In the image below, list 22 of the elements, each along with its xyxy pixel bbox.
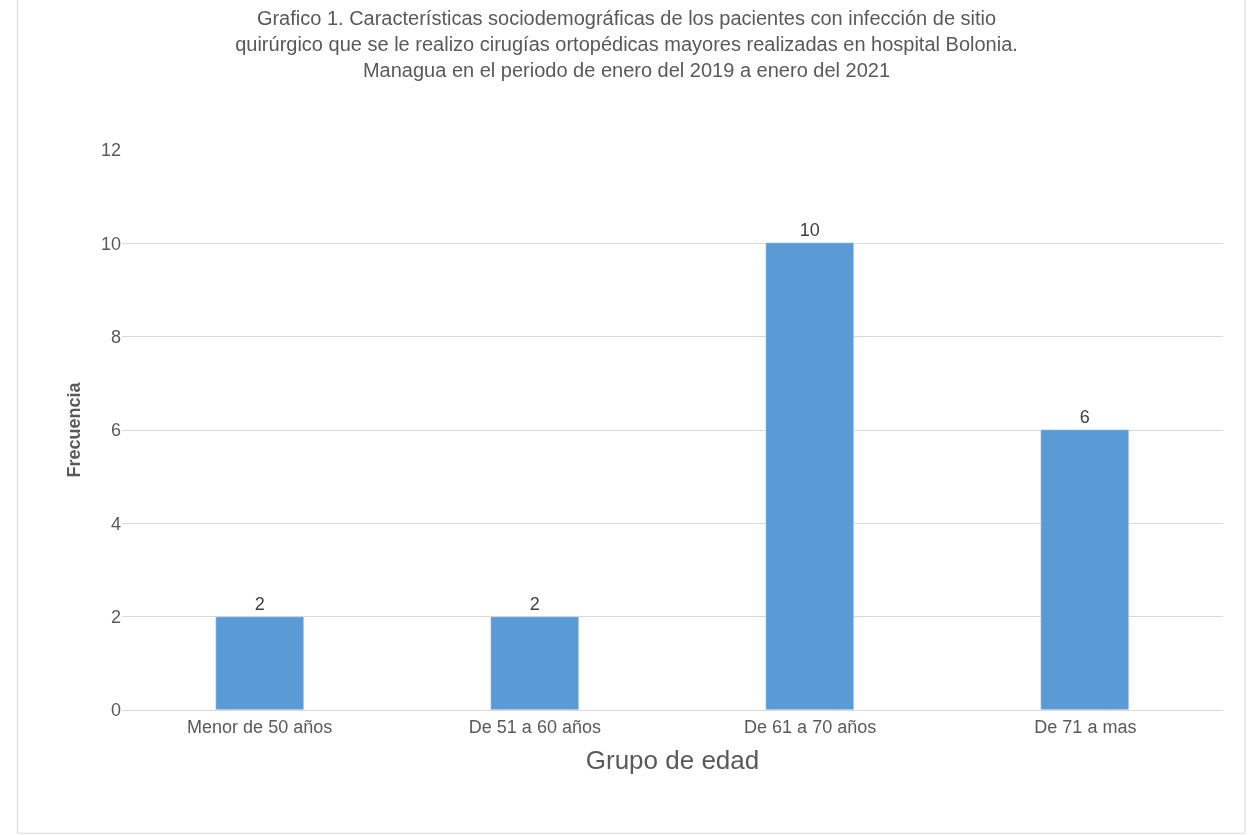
y-tick-label: 10	[100, 233, 121, 254]
bar	[765, 242, 854, 710]
y-tick-label: 12	[100, 140, 121, 161]
y-tick-label: 4	[110, 513, 121, 534]
data-label: 10	[799, 219, 820, 240]
y-tick-label: 6	[110, 420, 121, 441]
data-label: 2	[254, 593, 265, 614]
bar	[490, 616, 579, 710]
y-tick-label: 8	[110, 326, 121, 347]
bar	[1040, 429, 1129, 710]
y-tick-label: 2	[110, 606, 121, 627]
x-tick-label: Menor de 50 años	[187, 716, 333, 737]
data-label: 2	[529, 593, 540, 614]
bar	[215, 616, 304, 710]
x-tick-label: De 71 a mas	[1034, 716, 1137, 737]
x-tick-label: De 61 a 70 años	[744, 716, 877, 737]
data-label: 6	[1079, 406, 1090, 427]
x-tick-label: De 51 a 60 años	[468, 716, 601, 737]
y-tick-label: 0	[110, 700, 121, 721]
chart-title: Grafico 1. Características sociodemográficas de los pacientes con infección de sitio quirúrgico que se le realizo cirugías ortopédicas mayores realizadas en hospital Bolonia. Managua en el periodo de enero del 2019 a enero del 2021	[235, 7, 1018, 82]
x-axis-title: Grupo de edad	[585, 745, 760, 776]
y-axis-title: Frecuencia	[64, 381, 85, 478]
